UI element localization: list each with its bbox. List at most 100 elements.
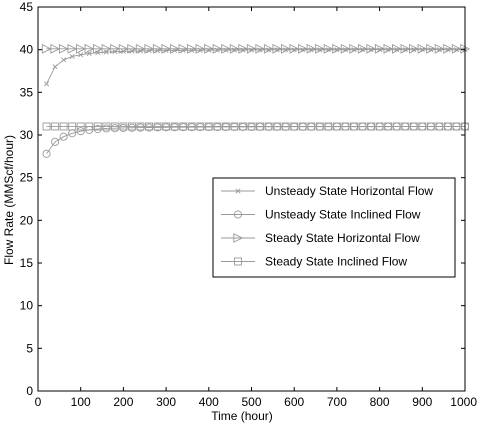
data-point <box>221 43 232 54</box>
x-marker-stroke <box>69 53 75 60</box>
legend-marker <box>235 188 241 194</box>
data-point <box>69 53 75 60</box>
data-point <box>445 47 451 53</box>
y-tick-label: 20 <box>20 213 34 227</box>
data-point <box>229 43 240 54</box>
x-marker-stroke <box>235 188 241 194</box>
data-point <box>357 43 368 54</box>
data-point <box>162 122 171 131</box>
data-point <box>44 81 50 87</box>
data-point <box>127 43 138 54</box>
data-point <box>93 43 103 54</box>
data-point <box>41 43 52 54</box>
data-point <box>59 132 68 141</box>
data-point <box>61 57 67 63</box>
x-tick-label: 400 <box>199 395 219 409</box>
data-point <box>358 122 367 131</box>
data-point <box>428 47 434 53</box>
data-point <box>76 122 85 131</box>
data-point <box>281 43 291 54</box>
data-point <box>67 43 78 54</box>
legend: Unsteady State Horizontal Flow Unsteady S… <box>212 177 456 278</box>
data-point <box>58 43 69 54</box>
data-point <box>170 122 179 131</box>
x-marker-stroke <box>385 47 391 53</box>
data-point <box>360 47 366 53</box>
data-point <box>436 47 442 53</box>
data-point <box>221 122 230 131</box>
data-point <box>375 122 384 131</box>
data-point <box>238 43 249 54</box>
series-2 <box>41 43 471 54</box>
y-axis-label: Flow Rate (MMScf/hour) <box>2 135 16 265</box>
data-point <box>213 122 222 131</box>
data-point <box>451 43 462 54</box>
legend-marker <box>233 210 243 219</box>
x-marker-stroke <box>368 47 374 53</box>
data-point <box>384 122 393 131</box>
data-point <box>239 122 247 131</box>
legend-item: Unsteady State Inclined Flow <box>221 208 421 222</box>
x-tick-label: 100 <box>71 395 91 409</box>
data-point <box>351 47 357 53</box>
legend-label: Unsteady State Inclined Flow <box>265 208 421 222</box>
data-point <box>401 122 410 131</box>
y-tick-label: 30 <box>20 128 34 142</box>
data-point <box>324 122 333 131</box>
x-marker-stroke <box>351 47 357 53</box>
y-tick-label: 5 <box>26 341 33 355</box>
data-point <box>76 127 85 136</box>
data-point <box>145 122 153 131</box>
data-point <box>187 122 196 131</box>
data-point <box>443 43 454 54</box>
x-tick-label: 600 <box>284 395 304 409</box>
data-point <box>435 122 444 131</box>
data-point <box>394 47 400 53</box>
data-point <box>315 43 326 54</box>
data-point <box>178 43 189 54</box>
data-point <box>152 43 163 54</box>
data-point <box>307 122 316 131</box>
data-point <box>59 122 68 131</box>
x-marker-stroke <box>402 47 408 53</box>
data-point <box>453 47 459 53</box>
x-tick-label: 700 <box>327 395 347 409</box>
data-point <box>196 122 205 131</box>
data-point <box>323 43 334 54</box>
data-point <box>255 43 266 54</box>
data-point <box>340 43 351 54</box>
x-marker-stroke <box>44 81 50 87</box>
data-point <box>42 149 51 158</box>
data-point <box>426 43 437 54</box>
data-point <box>110 43 121 54</box>
x-tick-label: 1000 <box>450 395 477 409</box>
data-point <box>204 43 215 54</box>
data-point <box>118 43 129 54</box>
legend-marker <box>234 257 242 266</box>
data-point <box>51 122 60 131</box>
x-tick-label: 0 <box>35 395 42 409</box>
x-tick-label: 200 <box>113 395 133 409</box>
x-marker-stroke <box>445 47 451 53</box>
data-point <box>349 43 360 54</box>
x-marker-stroke <box>436 47 442 53</box>
y-tick-label: 10 <box>20 299 34 313</box>
data-point <box>392 122 401 131</box>
data-point <box>195 43 206 54</box>
y-tick-label: 45 <box>20 0 34 14</box>
data-point <box>110 122 119 131</box>
data-point <box>290 122 299 131</box>
x-marker-stroke <box>95 50 101 56</box>
data-point <box>402 47 408 53</box>
data-point <box>383 43 394 54</box>
data-point <box>78 52 84 58</box>
data-point <box>298 122 307 131</box>
data-point <box>434 43 445 54</box>
data-point <box>84 43 95 54</box>
data-point <box>306 43 317 54</box>
y-tick-label: 15 <box>20 256 34 270</box>
data-point <box>68 122 77 131</box>
data-point <box>102 122 111 131</box>
x-marker-stroke <box>360 47 366 53</box>
